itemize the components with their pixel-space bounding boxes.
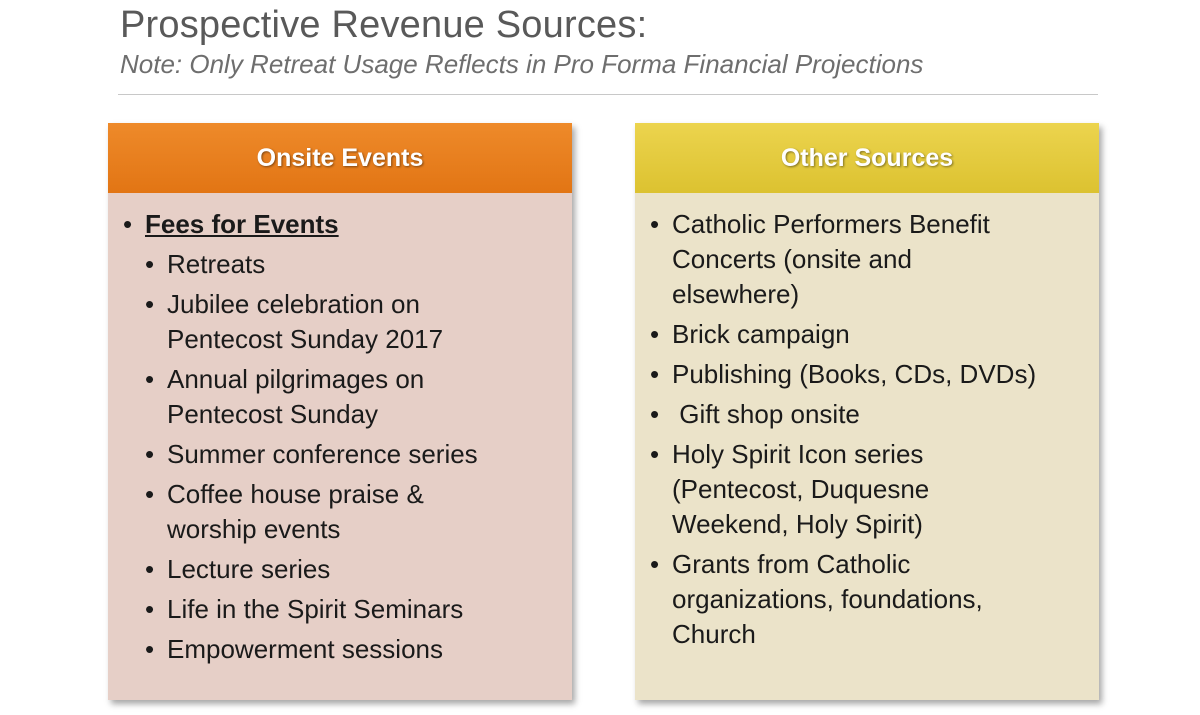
slide-title: Prospective Revenue Sources: bbox=[120, 4, 648, 46]
list-item: Lecture series bbox=[145, 552, 565, 587]
other-sources-panel: Other Sources Catholic Performers Benefi… bbox=[635, 123, 1099, 700]
list-item: Annual pilgrimages on Pentecost Sunday bbox=[145, 362, 467, 432]
onsite-events-header: Onsite Events bbox=[108, 123, 572, 193]
title-divider bbox=[118, 94, 1098, 95]
list-item: Retreats bbox=[145, 247, 565, 282]
list-item: Brick campaign bbox=[650, 317, 1092, 352]
onsite-events-list: Fees for Events Retreats Jubilee celebra… bbox=[123, 207, 565, 667]
fees-for-events-item: Fees for Events bbox=[123, 207, 565, 242]
list-item: Life in the Spirit Seminars bbox=[145, 592, 565, 627]
list-item: Gift shop onsite bbox=[650, 397, 1092, 432]
list-item: Summer conference series bbox=[145, 437, 565, 472]
onsite-events-panel: Onsite Events Fees for Events Retreats J… bbox=[108, 123, 572, 700]
list-item: Grants from Catholic organizations, foun… bbox=[650, 547, 1032, 652]
fees-for-events-label: Fees for Events bbox=[145, 209, 339, 239]
list-item: Empowerment sessions bbox=[145, 632, 565, 667]
list-item: Coffee house praise & worship events bbox=[145, 477, 467, 547]
slide-subtitle: Note: Only Retreat Usage Reflects in Pro… bbox=[120, 49, 924, 79]
list-item: Jubilee celebration on Pentecost Sunday … bbox=[145, 287, 467, 357]
other-sources-header: Other Sources bbox=[635, 123, 1099, 193]
other-sources-list: Catholic Performers Benefit Concerts (on… bbox=[650, 207, 1092, 652]
list-item: Catholic Performers Benefit Concerts (on… bbox=[650, 207, 1032, 312]
list-item: Publishing (Books, CDs, DVDs) bbox=[650, 357, 1092, 392]
list-item: Holy Spirit Icon series (Pentecost, Duqu… bbox=[650, 437, 972, 542]
